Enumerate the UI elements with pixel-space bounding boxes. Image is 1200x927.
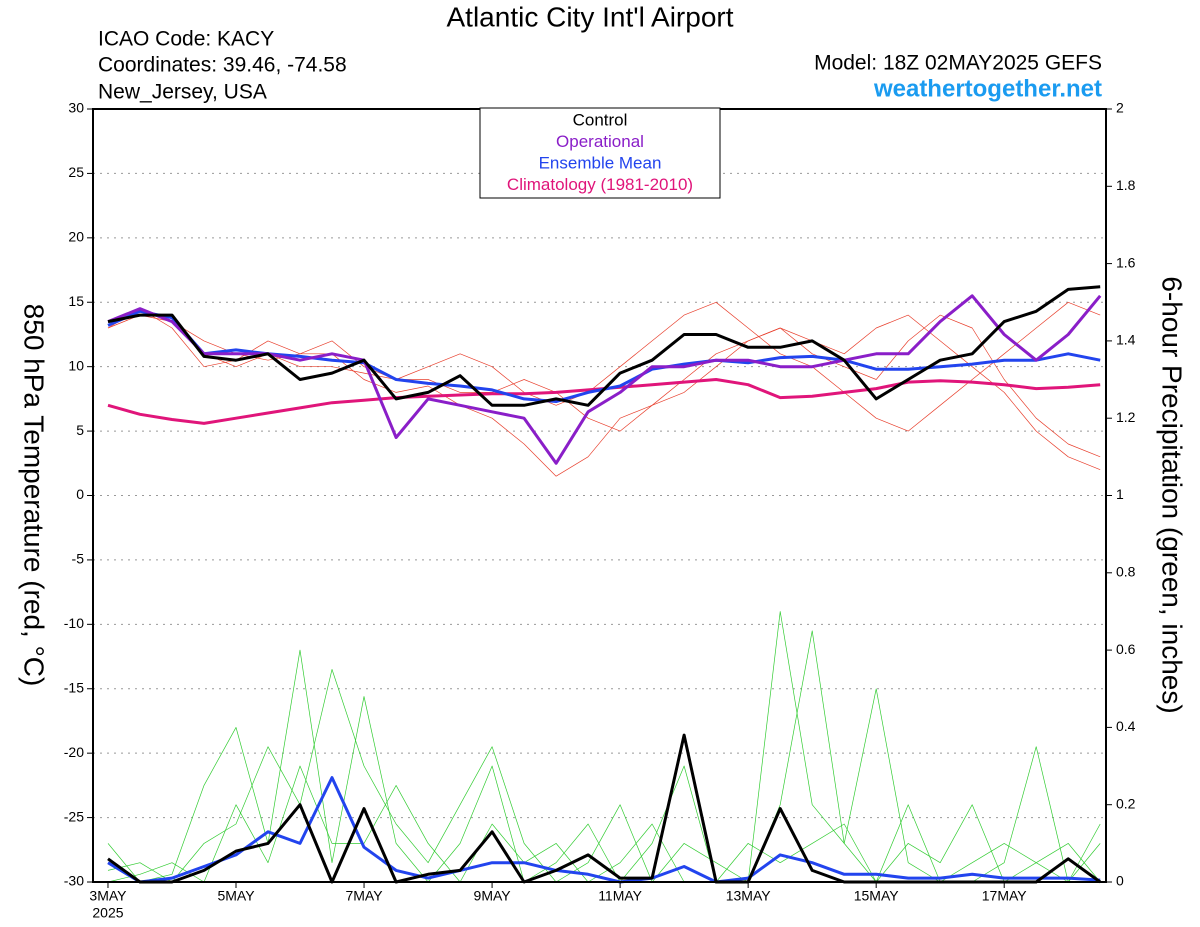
legend-box	[479, 107, 721, 199]
y-tick-label: 5	[76, 422, 84, 438]
y2-tick-label: 1.8	[1116, 177, 1136, 193]
y2-tick-label: 0.8	[1116, 564, 1136, 580]
lines	[107, 285, 1102, 884]
legend: Control Operational Ensemble Mean Climatolo…	[507, 110, 693, 194]
y-tick-label: -5	[72, 551, 85, 567]
y2-tick-label: 1	[1116, 486, 1124, 502]
year-label: 2025	[92, 905, 123, 921]
y-tick-label: -30	[64, 873, 84, 889]
x-tick-label: 13MAY	[726, 888, 772, 904]
y-tick-label: 0	[76, 486, 84, 502]
legend-entry: Operational	[556, 132, 644, 151]
y2-tick-label: 1.6	[1116, 254, 1136, 270]
info-line: New_Jersey, USA	[98, 81, 267, 104]
y-tick-label: 30	[68, 100, 84, 116]
series-line	[107, 285, 1101, 407]
chart-title: Atlantic City Int'l Airport	[447, 1, 734, 32]
x-tick-label: 3MAY	[89, 888, 127, 904]
info-line: ICAO Code: KACY	[98, 28, 274, 51]
series-line	[107, 765, 1101, 883]
y2-tick-label: 0	[1116, 873, 1124, 889]
y2-tick-label: 1.2	[1116, 409, 1136, 425]
x-tick-label: 11MAY	[598, 888, 642, 904]
y2-tick-label: 0.6	[1116, 641, 1136, 657]
legend-entry: Control	[573, 110, 628, 129]
series-line	[107, 630, 1101, 883]
y-tick-label: -20	[64, 744, 84, 760]
axes: -30-25-20-15-10-505101520253000.20.40.60…	[64, 100, 1136, 921]
model-info: Model: 18Z 02MAY2025 GEFS	[814, 52, 1102, 75]
y2-tick-label: 0.2	[1116, 795, 1136, 811]
y-tick-label: 25	[68, 164, 84, 180]
x-tick-label: 9MAY	[474, 888, 512, 904]
y2-tick-label: 1.4	[1116, 332, 1136, 348]
series-line	[107, 308, 1101, 477]
x-tick-label: 5MAY	[217, 888, 255, 904]
x-tick-label: 7MAY	[345, 888, 383, 904]
y-tick-label: 15	[68, 293, 84, 309]
y2-axis-label: 6-hour Precipitation (green, inches)	[1157, 276, 1188, 713]
y-axis-label: 850 hPa Temperature (red, °C)	[19, 304, 50, 687]
x-tick-label: 17MAY	[982, 888, 1028, 904]
y-tick-label: -25	[64, 808, 84, 824]
x-tick-label: 15MAY	[854, 888, 900, 904]
y2-tick-label: 2	[1116, 100, 1124, 116]
info-line: Coordinates: 39.46, -74.58	[98, 54, 347, 77]
y-tick-label: -15	[64, 679, 84, 695]
series-line	[107, 294, 1102, 465]
y-tick-label: 20	[68, 229, 84, 245]
source: weathertogether.net	[873, 75, 1102, 102]
series-line	[107, 776, 1101, 884]
y-tick-label: -10	[64, 615, 84, 631]
legend-entry: Ensemble Mean	[539, 153, 662, 172]
legend-entry: Climatology (1981-2010)	[507, 175, 693, 194]
y2-tick-label: 0.4	[1116, 718, 1136, 734]
y-tick-label: 10	[68, 357, 84, 373]
